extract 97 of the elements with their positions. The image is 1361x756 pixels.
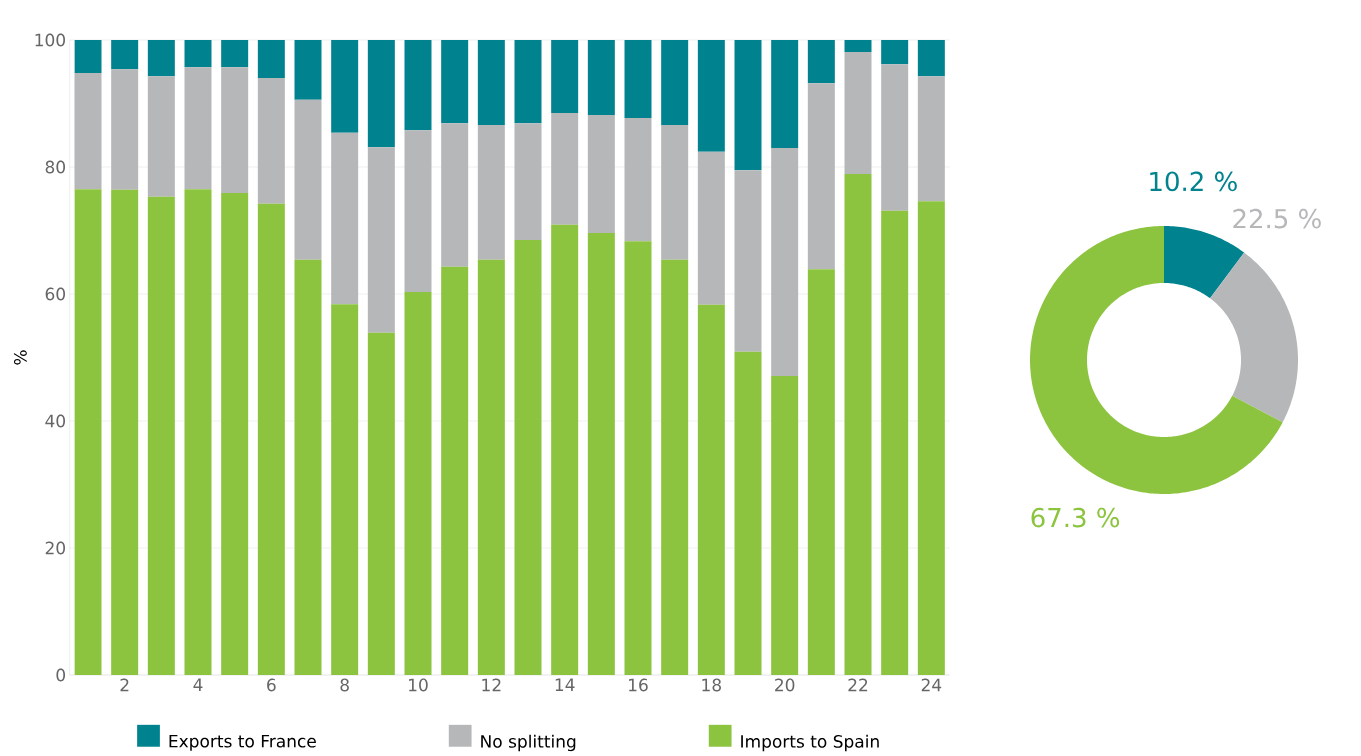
bar: [514, 123, 542, 241]
y-tick-label: 20: [45, 541, 66, 555]
y-tick-label: 0: [56, 668, 66, 682]
bar: [734, 170, 762, 352]
bar: [221, 40, 249, 68]
x-tick-label: 22: [848, 678, 868, 692]
bar: [294, 40, 322, 100]
bar: [331, 304, 359, 675]
bar: [404, 292, 432, 675]
bar: [734, 40, 762, 171]
bar: [514, 240, 542, 675]
bar: [477, 259, 505, 675]
bar: [551, 224, 579, 675]
bar: [771, 375, 799, 675]
bar: [184, 67, 212, 190]
data-label: 67.3 %: [1031, 507, 1120, 528]
bar: [661, 259, 689, 675]
bar: [881, 64, 909, 211]
bar: [74, 40, 102, 74]
bar: [147, 40, 175, 77]
bar: [661, 125, 689, 260]
bar: [697, 304, 725, 675]
bar: [184, 189, 212, 675]
bar: [771, 147, 799, 376]
bar: [807, 83, 835, 270]
y-tick-label: 100: [35, 33, 65, 47]
bar: [331, 40, 359, 133]
bar: [807, 269, 835, 675]
x-tick-label: 20: [775, 678, 795, 692]
bar: [624, 118, 652, 242]
bar: [844, 173, 872, 675]
bar: [367, 40, 395, 148]
bar: [697, 40, 725, 152]
x-tick-label: 24: [921, 678, 942, 692]
bar: [551, 40, 579, 114]
bar: [257, 40, 285, 79]
x-tick-label: 16: [629, 678, 648, 692]
bar: [661, 40, 689, 126]
x-tick-label: 12: [482, 678, 501, 692]
x-tick-label: 2: [120, 678, 129, 692]
bar: [331, 132, 359, 305]
legend-label: Exports to France: [169, 734, 316, 751]
bar: [294, 259, 322, 675]
bar: [441, 266, 469, 675]
bar: [111, 189, 139, 675]
bar: [257, 78, 285, 204]
bar: [881, 40, 909, 65]
x-tick-label: 10: [409, 678, 428, 692]
x-tick-label: 14: [555, 678, 575, 691]
bar: [257, 203, 285, 675]
data-label: 22.5 %: [1233, 208, 1321, 229]
bar: [147, 76, 175, 197]
bar: [147, 196, 175, 675]
x-tick-label: 18: [702, 678, 721, 692]
y-tick-label: 60: [45, 287, 66, 301]
bar: [221, 67, 249, 194]
bar: [404, 130, 432, 293]
bar: [917, 40, 945, 77]
bar: [807, 40, 835, 84]
bar: [74, 189, 102, 675]
bar: [367, 147, 395, 333]
bar: [404, 40, 432, 131]
y-tick-label: 80: [45, 160, 66, 174]
bar: [587, 40, 615, 115]
bar: [477, 125, 505, 260]
bar: [551, 113, 579, 225]
bar: [111, 69, 139, 190]
bar: [587, 114, 615, 234]
bar: [221, 193, 249, 675]
bar: [697, 151, 725, 305]
x-tick-label: 8: [340, 678, 349, 692]
bar: [844, 52, 872, 174]
bar: [477, 40, 505, 126]
bar: [184, 40, 212, 68]
bar: [294, 99, 322, 260]
legend-label: No splitting: [481, 734, 576, 752]
bar: [771, 40, 799, 148]
y-axis-title: %: [13, 350, 27, 365]
bar: [917, 201, 945, 675]
bar: [844, 40, 872, 53]
x-tick-label: 6: [267, 678, 276, 692]
bar: [367, 332, 395, 675]
x-tick-label: 4: [193, 678, 203, 691]
bar: [514, 40, 542, 124]
bar: [881, 210, 909, 675]
bar: [624, 241, 652, 675]
bar: [74, 73, 102, 190]
bar: [587, 233, 615, 675]
bar: [441, 123, 469, 267]
bar: [624, 40, 652, 119]
data-label: 10.2 %: [1150, 171, 1237, 192]
bar: [734, 351, 762, 675]
y-tick-label: 40: [45, 414, 66, 428]
bar: [441, 40, 469, 124]
legend-label: Imports to Spain: [741, 734, 879, 752]
bar: [917, 76, 945, 202]
bar: [111, 40, 139, 70]
